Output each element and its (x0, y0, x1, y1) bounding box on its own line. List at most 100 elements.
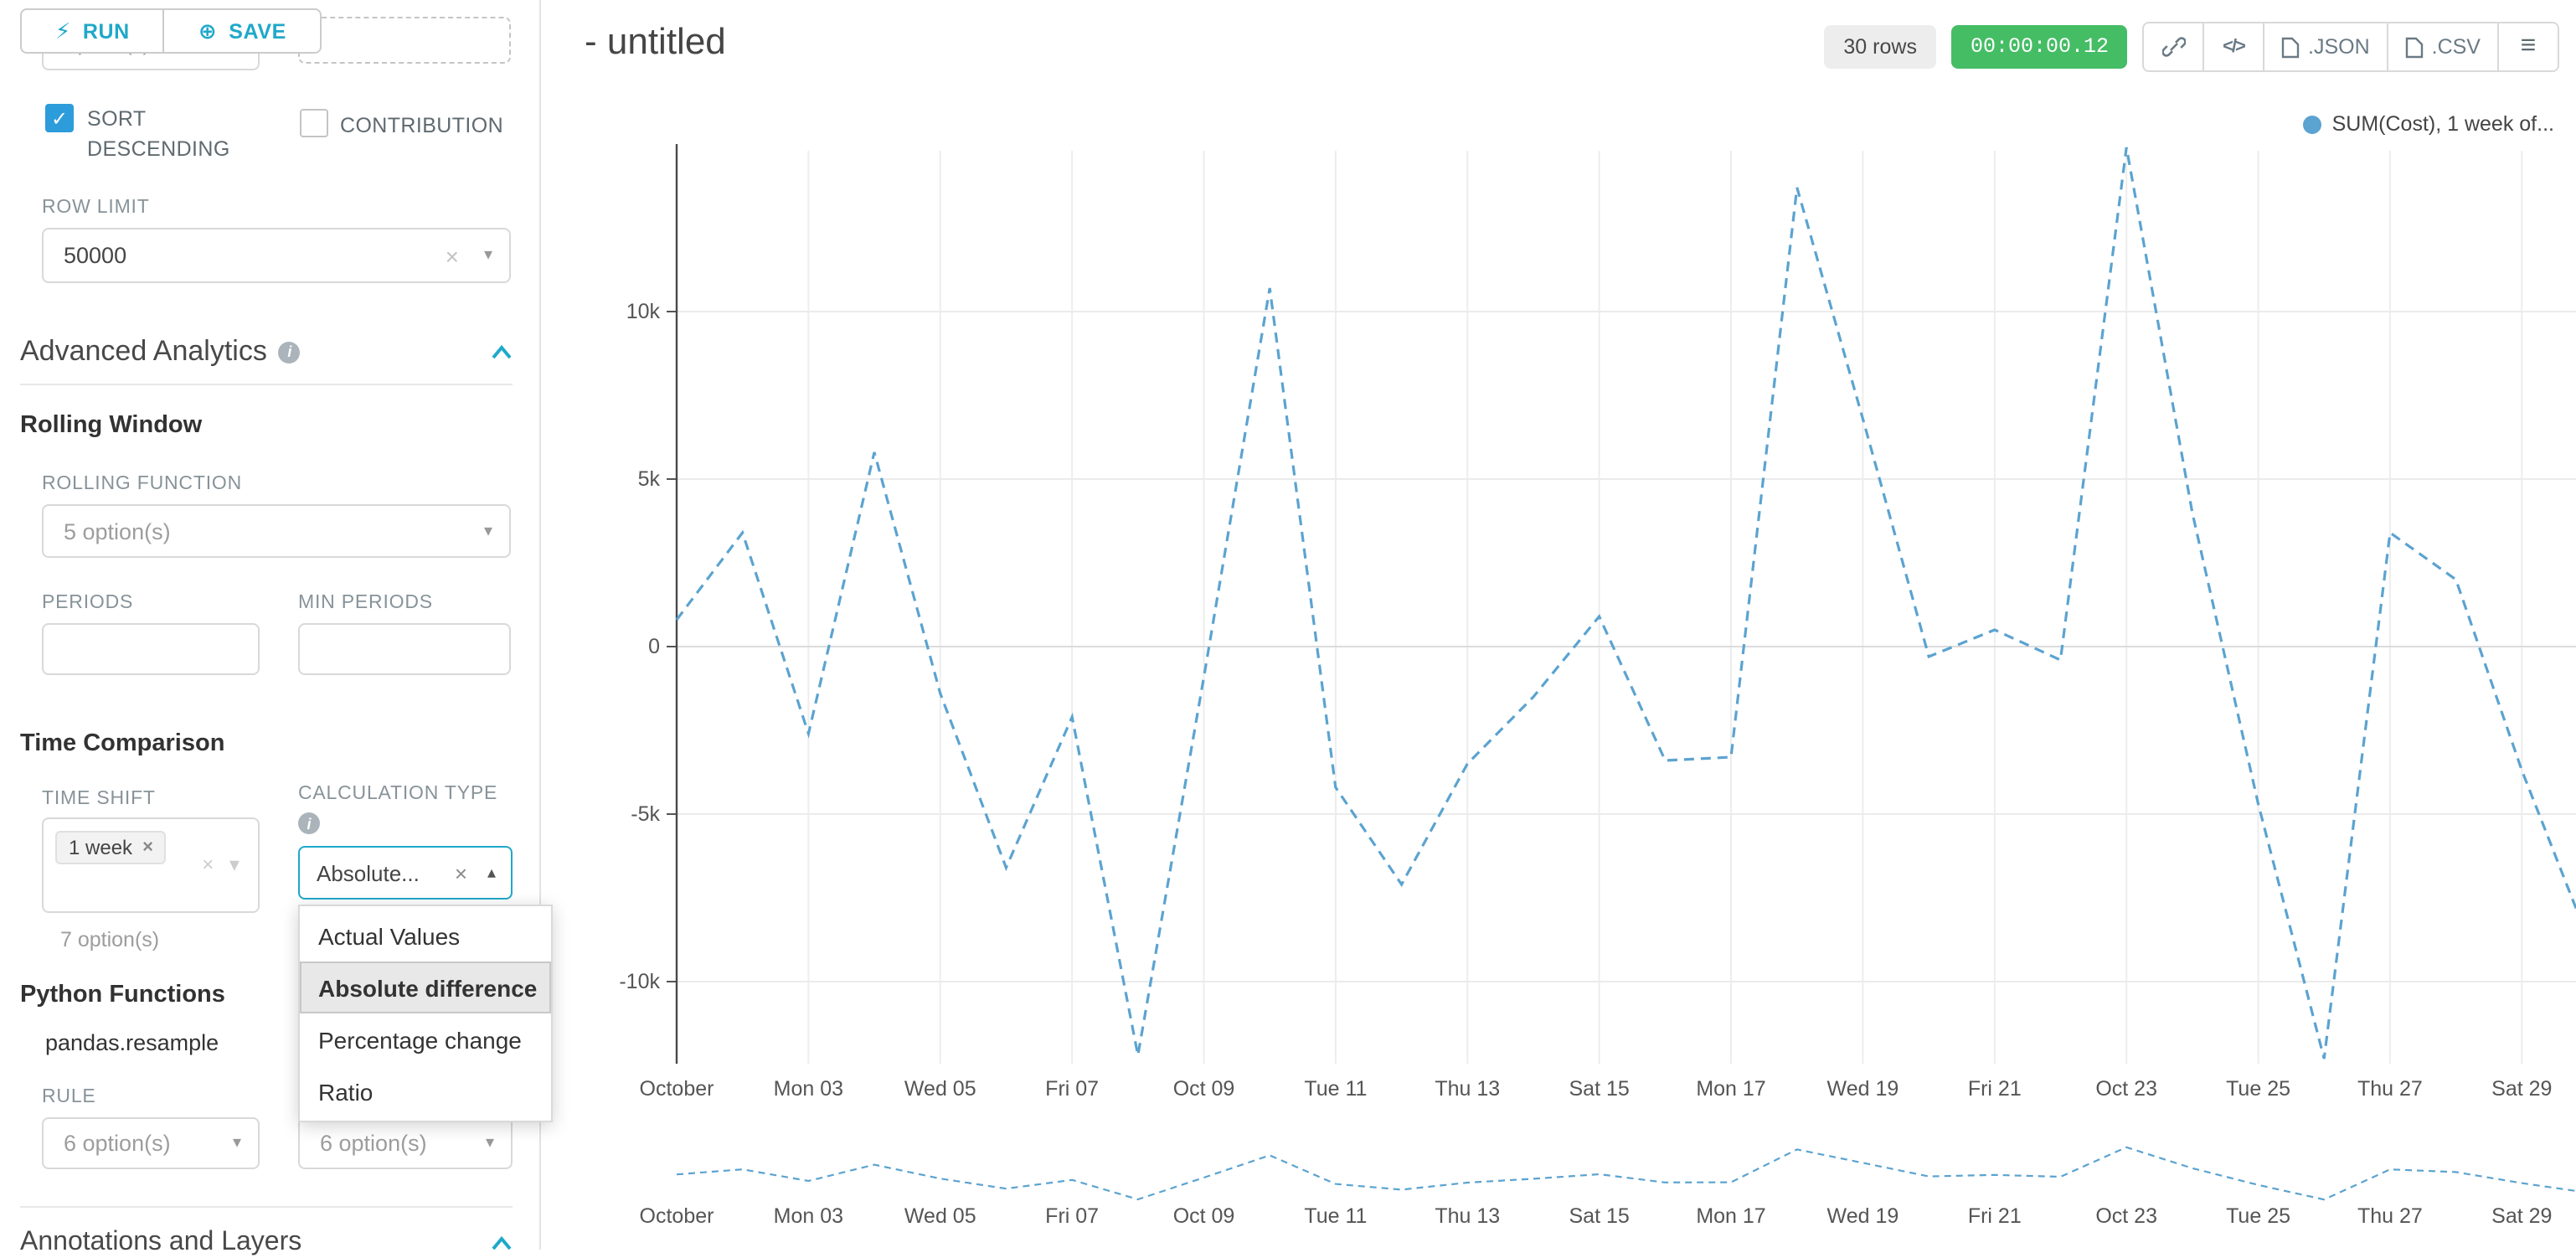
svg-text:Fri 21: Fri 21 (1968, 1077, 2022, 1101)
divider (20, 1206, 513, 1208)
caret-down-icon: ▾ (483, 522, 492, 540)
svg-text:Fri 07: Fri 07 (1045, 1077, 1099, 1101)
svg-text:Mon 17: Mon 17 (1696, 1204, 1765, 1228)
svg-text:Thu 27: Thu 27 (2357, 1077, 2423, 1101)
calculation-type-dropdown: Actual Values Absolute difference Percenta… (298, 905, 553, 1122)
code-icon: </> (2223, 37, 2246, 57)
svg-text:Wed 05: Wed 05 (904, 1077, 976, 1101)
info-icon: i (278, 341, 301, 363)
clear-and-caret-icons: × ▾ (202, 853, 245, 876)
svg-text:Tue 11: Tue 11 (1304, 1077, 1367, 1101)
legend-label: SUM(Cost), 1 week of... (2331, 112, 2554, 136)
caret-up-icon: ▴ (487, 864, 496, 882)
calculation-type-option[interactable]: Ratio (318, 1078, 374, 1105)
save-button[interactable]: ⊕ SAVE (162, 8, 322, 54)
caret-down-icon: ▾ (232, 1134, 241, 1152)
tag-remove-icon[interactable]: × (142, 838, 153, 858)
info-icon: i (298, 812, 320, 834)
min-periods-input[interactable] (298, 623, 511, 675)
chevron-up-icon[interactable] (491, 1235, 513, 1250)
svg-text:Sat 15: Sat 15 (1569, 1077, 1630, 1101)
svg-text:Sat 15: Sat 15 (1569, 1204, 1630, 1228)
svg-text:October: October (640, 1077, 714, 1101)
chevron-up-icon[interactable] (491, 344, 513, 359)
calculation-type-value: Absolute... (317, 860, 420, 885)
svg-text:Thu 27: Thu 27 (2357, 1204, 2423, 1228)
calculation-type-option[interactable]: Percentage change (318, 1026, 522, 1053)
file-icon (2281, 36, 2300, 58)
time-shift-tag: 1 week × (55, 831, 167, 864)
rule-label: RULE (42, 1087, 96, 1107)
svg-text:10k: 10k (626, 300, 661, 323)
control-panel: option(s) ⚡ RUN ⊕ SAVE ✓ SORT DESCENDING… (0, 0, 553, 1256)
rule-select[interactable]: 6 option(s) ▾ (42, 1117, 260, 1169)
clipped-dashed-input[interactable] (298, 17, 511, 64)
svg-text:Fri 21: Fri 21 (1968, 1204, 2022, 1228)
svg-text:Thu 13: Thu 13 (1435, 1077, 1500, 1101)
query-timer-badge: 00:00:00.12 (1951, 25, 2127, 69)
line-chart-svg[interactable]: October Mon 03 Wed 05 Fri 07 Oct 09 Tue 11 Thu… (539, 0, 2576, 1250)
run-save-toolbar: ⚡ RUN ⊕ SAVE (20, 8, 322, 54)
export-csv-button[interactable]: .CSV (2386, 22, 2499, 72)
advanced-analytics-title: Advanced Analytics (20, 335, 267, 367)
svg-text:Mon 17: Mon 17 (1696, 1077, 1765, 1101)
contribution-label: CONTRIBUTION (340, 114, 504, 137)
short-link-button[interactable] (2142, 22, 2204, 72)
contribution-checkbox[interactable] (300, 109, 328, 137)
export-json-button[interactable]: .JSON (2263, 22, 2388, 72)
caret-down-icon: ▾ (485, 1134, 494, 1152)
time-shift-select[interactable]: 1 week × × ▾ (42, 817, 260, 913)
svg-text:Fri 07: Fri 07 (1045, 1204, 1099, 1228)
chart-menu-button[interactable]: ≡ (2497, 22, 2559, 72)
row-limit-value: 50000 (64, 243, 127, 268)
chart-legend[interactable]: SUM(Cost), 1 week of... (2303, 112, 2554, 136)
run-button[interactable]: ⚡ RUN (20, 8, 165, 54)
calculation-type-option[interactable]: Actual Values (318, 922, 461, 949)
annotations-header[interactable]: Annotations and Layers (20, 1228, 513, 1258)
time-shift-tag-label: 1 week (69, 836, 133, 859)
clear-icon[interactable]: × (445, 242, 459, 269)
export-json-label: .JSON (2308, 35, 2370, 59)
advanced-analytics-header[interactable]: Advanced Analytics i (20, 335, 513, 385)
chart-title[interactable]: - untitled (585, 20, 726, 62)
export-button-group: </> .JSON .CSV ≡ (2142, 22, 2559, 72)
save-button-label: SAVE (229, 19, 286, 43)
legend-dot-icon (2303, 115, 2322, 133)
method-select[interactable]: 6 option(s) ▾ (298, 1117, 513, 1169)
rule-value: 6 option(s) (64, 1131, 171, 1156)
link-icon (2161, 37, 2185, 57)
sort-descending-checkbox[interactable]: ✓ (45, 104, 74, 132)
time-comparison-title: Time Comparison (20, 730, 225, 757)
svg-text:Wed 19: Wed 19 (1827, 1204, 1899, 1228)
calculation-type-label: CALCULATION TYPE (298, 784, 498, 804)
annotations-title: Annotations and Layers (20, 1228, 302, 1256)
pandas-resample-label: pandas.resample (45, 1030, 219, 1055)
calculation-type-option[interactable]: Absolute difference (300, 962, 551, 1013)
lightning-icon: ⚡ (55, 18, 71, 44)
svg-text:5k: 5k (638, 467, 661, 491)
rolling-window-title: Rolling Window (20, 412, 203, 439)
periods-input[interactable] (42, 623, 260, 675)
main-series-line (675, 147, 2576, 1060)
row-limit-select[interactable]: 50000 × ▾ (42, 228, 511, 283)
clear-icon[interactable]: × (454, 860, 467, 885)
svg-text:Thu 13: Thu 13 (1435, 1204, 1500, 1228)
row-count-badge: 30 rows (1823, 25, 1937, 69)
periods-label: PERIODS (42, 593, 134, 613)
timeseries-chart: October Mon 03 Wed 05 Fri 07 Oct 09 Tue 11 Thu… (539, 0, 2576, 1250)
method-value: 6 option(s) (320, 1131, 427, 1156)
svg-text:Wed 19: Wed 19 (1827, 1077, 1899, 1101)
svg-text:Tue 25: Tue 25 (2226, 1204, 2290, 1228)
rolling-function-select[interactable]: 5 option(s) ▾ (42, 504, 511, 558)
embed-code-button[interactable]: </> (2202, 22, 2264, 72)
svg-text:Sat 29: Sat 29 (2491, 1077, 2552, 1101)
svg-text:Oct 09: Oct 09 (1173, 1204, 1235, 1228)
mini-range-chart[interactable]: October Mon 03 Wed 05 Fri 07 Oct 09 Tue 11 Thu… (640, 1146, 2576, 1228)
calculation-type-select[interactable]: Absolute... × ▴ (298, 846, 513, 900)
plus-circle-icon: ⊕ (198, 18, 218, 44)
svg-text:-10k: -10k (619, 970, 660, 993)
caret-down-icon: ▾ (483, 246, 492, 265)
svg-text:-5k: -5k (631, 802, 660, 826)
chart-header-controls: 30 rows 00:00:00.12 </> .JSON (1823, 22, 2559, 72)
